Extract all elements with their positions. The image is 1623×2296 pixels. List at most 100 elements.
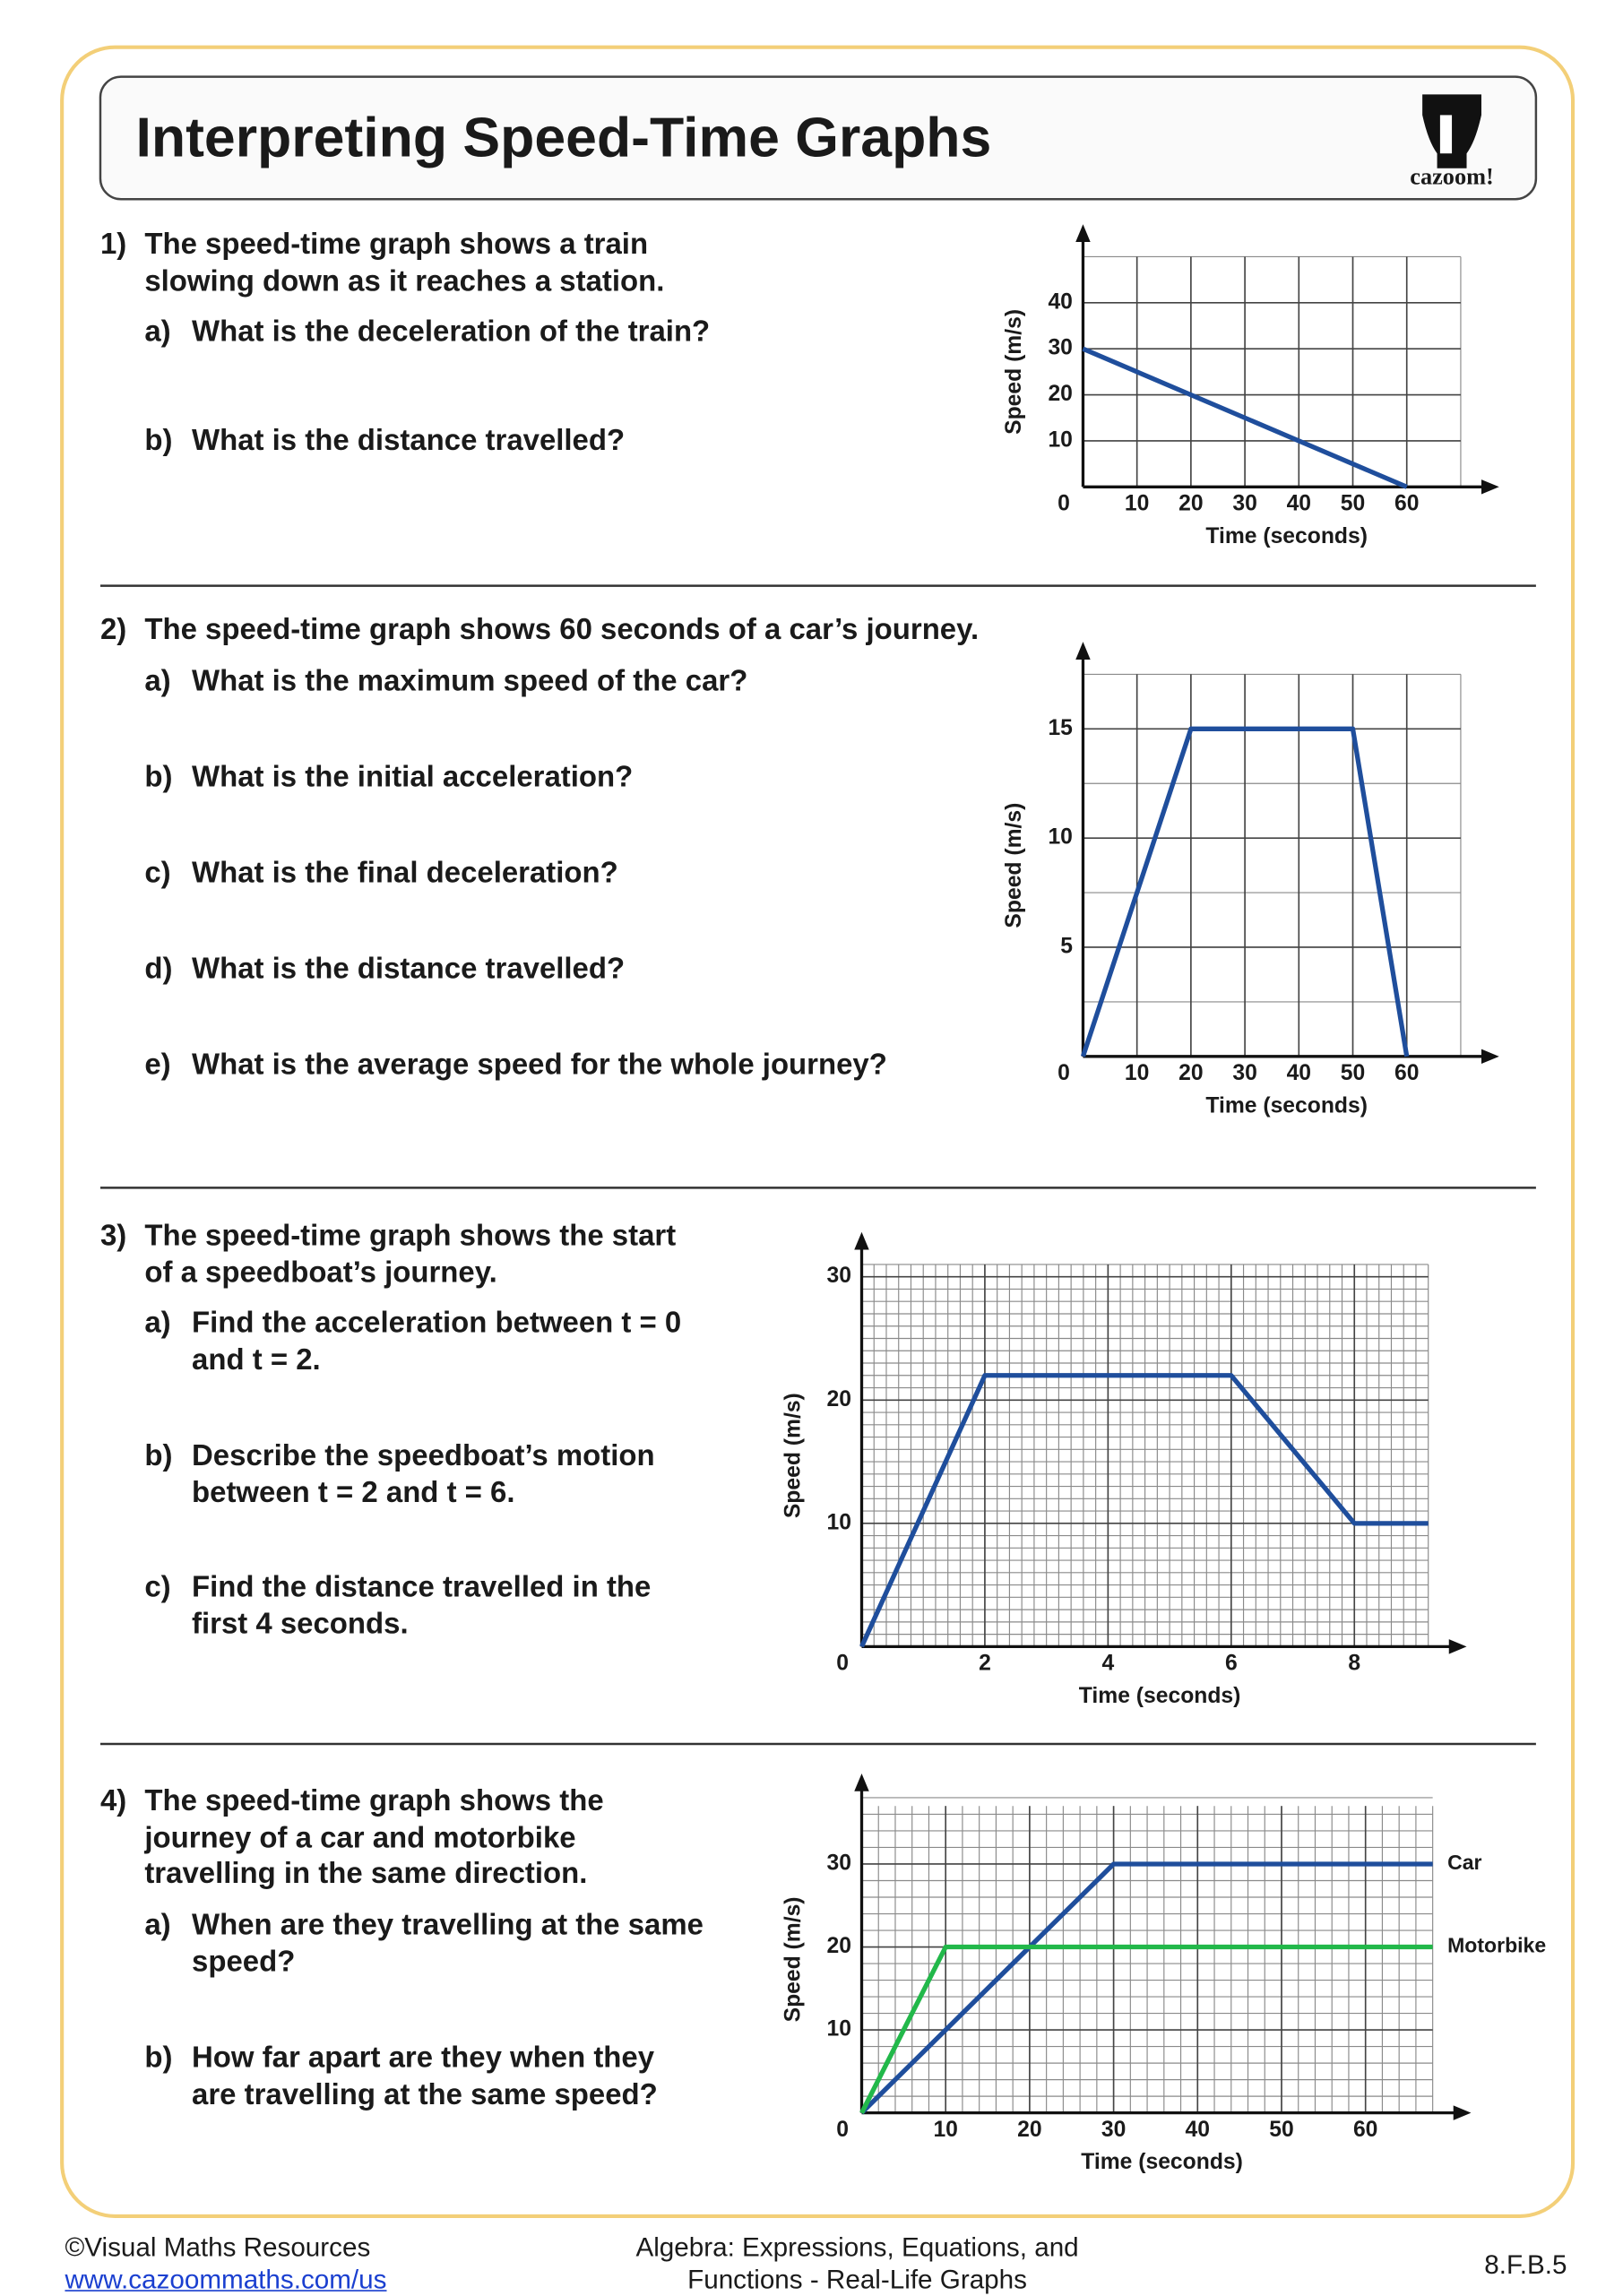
x-tick-label: 30 [1101,2118,1126,2142]
x-tick-label: 0 [836,2118,849,2142]
y-axis-arrow [854,1231,869,1250]
y-tick-label: 20 [1048,382,1072,406]
question-text: The speed-time graph shows the [144,1785,604,1818]
part-label: c) [144,857,171,890]
question-text: travelling in the same direction. [144,1857,588,1891]
part-text: What is the deceleration of the train? [192,315,711,349]
x-tick-label: 10 [1125,1061,1149,1085]
x-tick-label: 40 [1287,1061,1311,1085]
part-text: How far apart are they when they [192,2041,655,2075]
chart: 0 2 4 6 8 10 20 30 Time (seconds) Speed (m/s) [781,1231,1467,1708]
part-text: Find the distance travelled in the [192,1571,652,1604]
y-tick-label: 5 [1060,935,1073,959]
part-text: When are they travelling at the same [192,1909,704,1942]
y-axis-title: Speed (m/s) [1002,309,1026,435]
y-axis-title: Speed (m/s) [781,1896,805,2022]
part-text: What is the distance travelled? [192,425,626,458]
x-tick-label: 6 [1225,1652,1238,1676]
part-label: e) [144,1049,171,1082]
chart: 0 10 20 30 40 50 60 10 20 30 Time (seconds) Speed (… [781,1773,1546,2174]
y-tick-label: 30 [827,1264,851,1288]
chart: 0 10 20 30 40 50 60 5 10 15 Time (seconds) Speed (m… [1002,642,1499,1118]
speed-line [859,1373,1429,1648]
y-tick-label: 20 [827,1934,851,1958]
y-tick-label: 10 [1048,427,1072,452]
logo-icon-gap [1439,115,1453,154]
question-number: 1) [99,229,127,262]
part-text: are travelling at the same speed? [192,2077,658,2111]
x-axis-arrow [1453,2105,1472,2120]
y-tick-label: 30 [827,1851,851,1875]
part-text: What is the average speed for the whole … [192,1049,887,1082]
x-axis-arrow [1481,479,1499,495]
legend-label: Motorbike [1447,1934,1546,1957]
logo-text: cazoom! [1410,163,1494,189]
y-axis-arrow [1075,224,1091,243]
speed-line [1080,726,1410,1057]
footer-link[interactable]: www.cazoommaths.com/us [65,2265,387,2295]
y-axis-arrow [1075,642,1091,660]
x-tick-label: 0 [1058,492,1070,516]
part-text: between t = 2 and t = 6. [192,1476,515,1509]
x-tick-label: 0 [1058,1061,1070,1085]
part-label: b) [144,761,173,794]
x-tick-label: 40 [1186,2118,1210,2142]
footer-topic: Functions - Real-Life Graphs [687,2265,1027,2295]
y-tick-label: 40 [1048,289,1072,314]
part-label: a) [144,1307,171,1340]
part-label: b) [144,425,173,458]
chart: 0 10 20 30 40 50 60 10 20 30 40 Time (seconds) Speed… [1002,224,1499,548]
x-axis-arrow [1481,1049,1499,1065]
part-text: What is the final deceleration? [192,857,618,890]
part-text: speed? [192,1945,296,1978]
x-tick-label: 10 [933,2118,957,2142]
x-tick-label: 20 [1017,2118,1041,2142]
part-label: a) [144,315,171,349]
part-label: b) [144,1439,173,1473]
footer-topic: Algebra: Expressions, Equations, and [635,2232,1079,2262]
speed-line [859,1944,1433,2114]
x-tick-label: 30 [1232,492,1256,516]
question-number: 3) [99,1220,127,1253]
x-tick-label: 4 [1102,1652,1115,1676]
y-tick-label: 10 [827,1510,851,1534]
x-axis-arrow [1448,1639,1467,1654]
y-tick-label: 30 [1048,336,1072,360]
y-tick-label: 10 [827,2017,851,2041]
y-axis-title: Speed (m/s) [781,1393,805,1518]
question-number: 4) [99,1785,127,1818]
question-number: 2) [99,613,127,647]
part-text: Find the acceleration between t = 0 [192,1307,682,1340]
footer-copyright: ©Visual Maths Resources [65,2232,371,2262]
x-tick-label: 50 [1269,2118,1293,2142]
x-tick-label: 8 [1348,1652,1360,1676]
question-text: The speed-time graph shows a train [144,229,649,262]
x-axis-title: Time (seconds) [1205,1093,1368,1118]
y-tick-label: 20 [827,1387,851,1411]
part-label: c) [144,1571,171,1604]
footer-code: 8.F.B.5 [1484,2249,1567,2280]
y-axis-title: Speed (m/s) [1002,803,1026,928]
y-tick-label: 10 [1048,825,1072,850]
y-axis-arrow [854,1773,869,1791]
speed-line [1082,346,1408,489]
x-tick-label: 50 [1341,1061,1365,1085]
x-axis-title: Time (seconds) [1205,524,1368,548]
question-text: journey of a car and motorbike [144,1821,576,1854]
x-tick-label: 30 [1232,1061,1256,1085]
question-text: The speed-time graph shows 60 seconds of… [144,613,980,647]
x-axis-title: Time (seconds) [1081,2150,1243,2174]
x-tick-label: 60 [1353,2118,1377,2142]
x-tick-label: 20 [1178,492,1203,516]
x-tick-label: 10 [1125,492,1149,516]
speed-line [859,1861,1433,2115]
legend-label: Car [1447,1851,1481,1874]
question-text: slowing down as it reaches a station. [144,264,665,298]
x-tick-label: 60 [1394,1061,1419,1085]
part-label: d) [144,953,173,986]
x-tick-label: 60 [1394,492,1419,516]
part-label: a) [144,1909,171,1942]
x-tick-label: 40 [1287,492,1311,516]
title: Interpreting Speed-Time Graphs [135,108,992,170]
